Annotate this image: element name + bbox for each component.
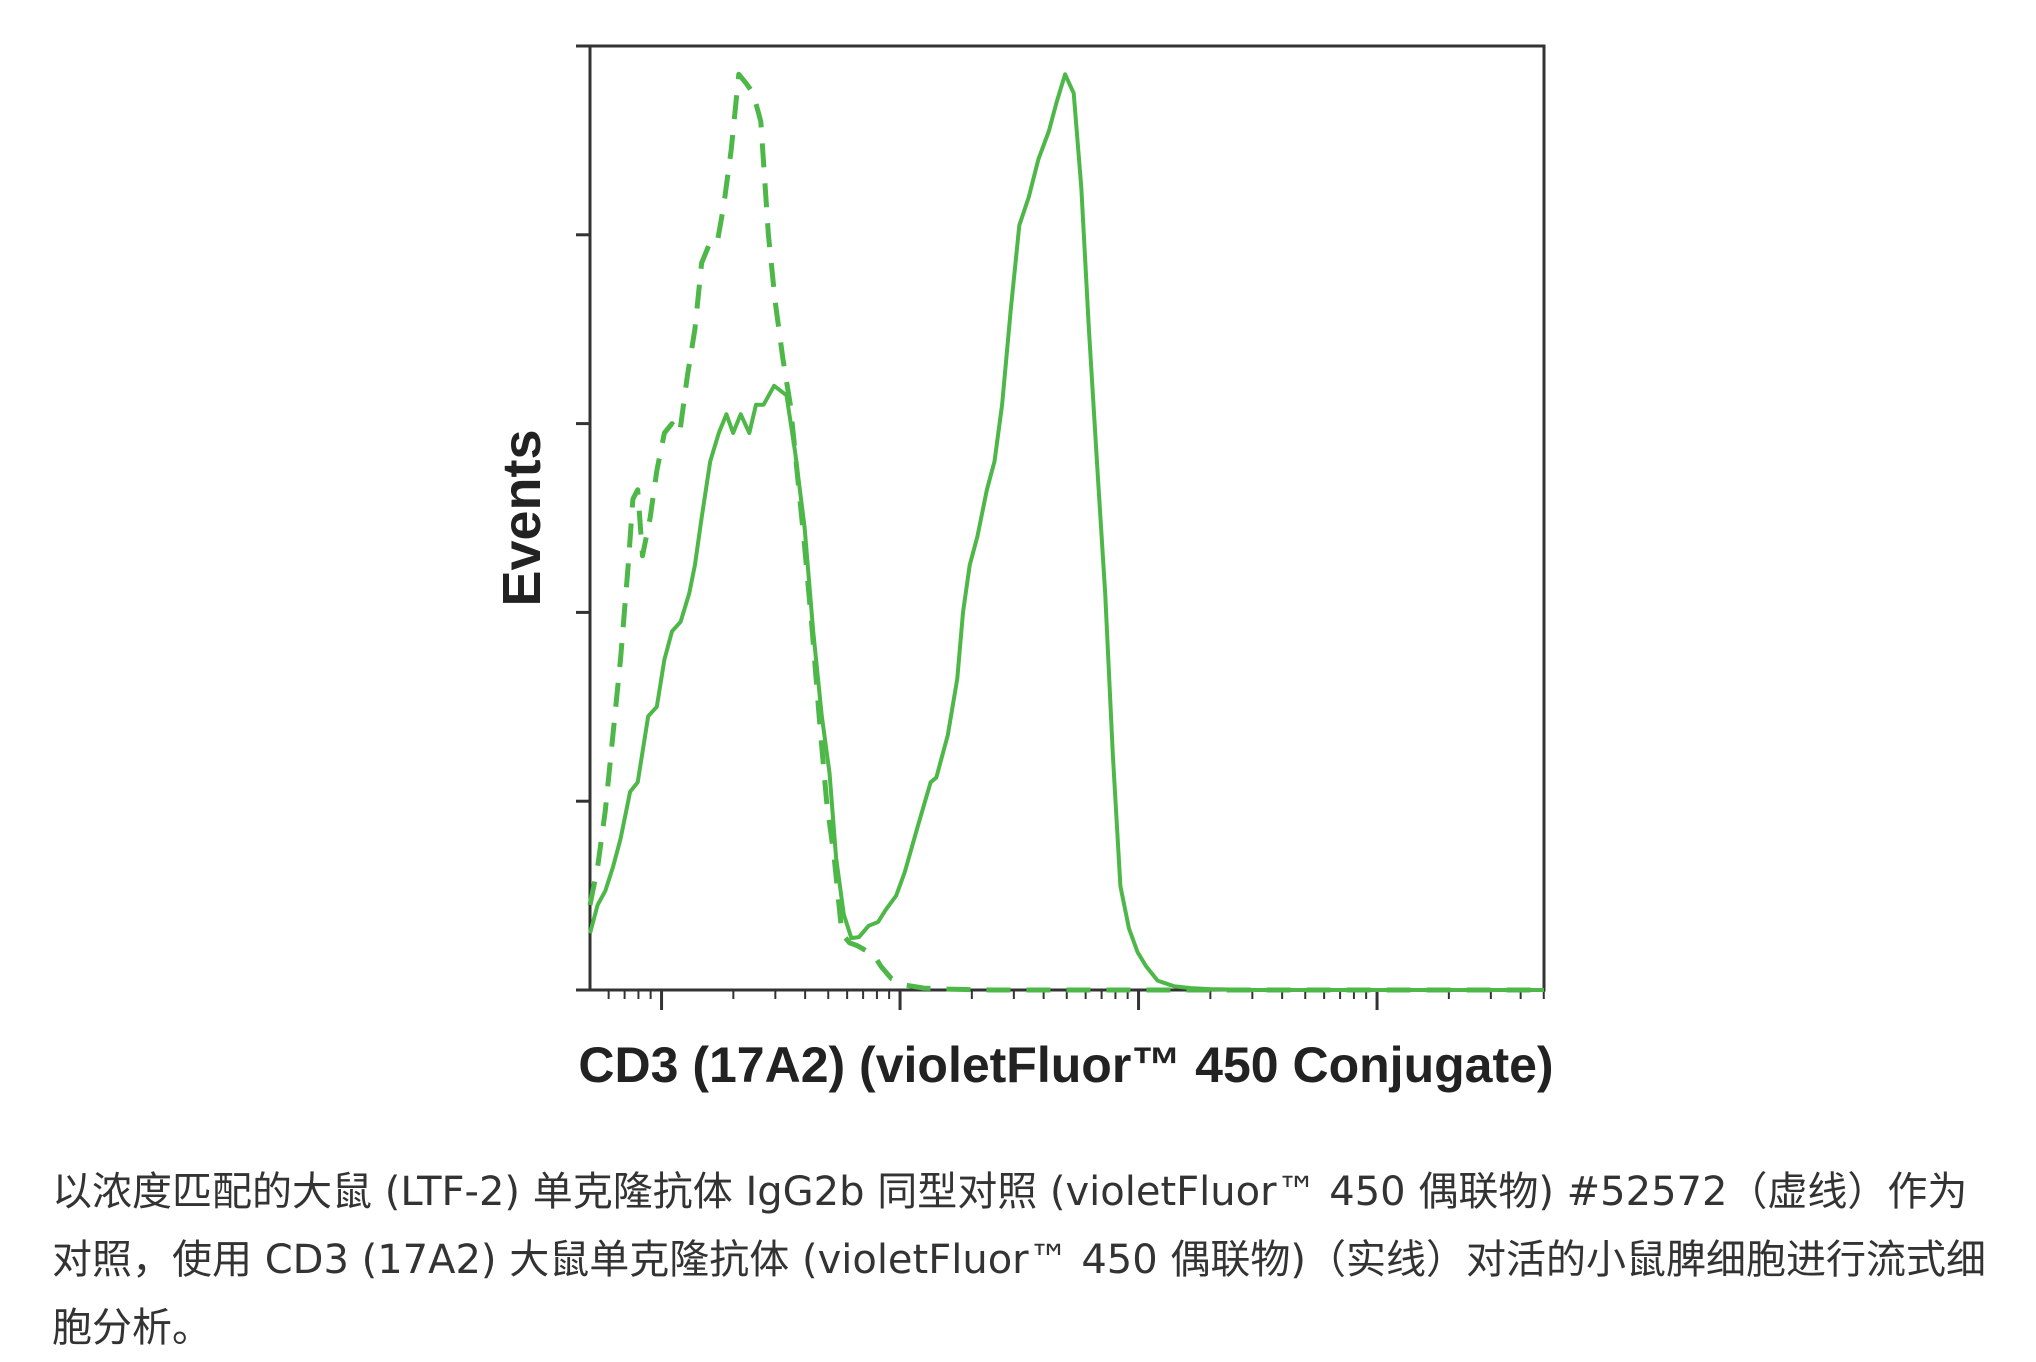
cd3-stained-line [588, 72, 1544, 992]
y-axis-ticks [576, 44, 590, 992]
x-axis-label: CD3 (17A2) (violetFluor™ 450 Conjugate) [578, 1037, 1553, 1093]
histogram-figure: Events CD3 (17A2) (violetFluor™ 450 Conj… [492, 44, 1554, 1093]
isotype-control-line [587, 71, 1544, 993]
series-layer [587, 71, 1544, 993]
figure-caption: 以浓度匹配的大鼠 (LTF-2) 单克隆抗体 IgG2b 同型对照 (viole… [52, 1169, 1987, 1351]
plot-frame [588, 44, 1546, 992]
x-axis-ticks [607, 990, 1545, 1010]
y-axis-label: Events [492, 429, 552, 606]
histogram-chart: Events CD3 (17A2) (violetFluor™ 450 Conj… [492, 44, 1554, 1093]
